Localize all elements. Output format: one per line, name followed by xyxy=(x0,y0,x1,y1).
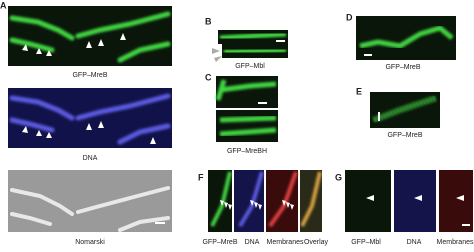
label: Membranes xyxy=(267,239,304,246)
cell xyxy=(219,115,277,137)
label: GFP–MreB xyxy=(72,72,107,79)
arrowheads xyxy=(212,48,222,62)
label: DNA xyxy=(407,239,422,246)
panel-f: GFP–MreB DNA Membranes Overlay F xyxy=(198,170,329,246)
micrograph-membranes xyxy=(439,170,473,232)
panel-letter: D xyxy=(346,12,353,22)
panel-b: GFP–Mbl B xyxy=(205,16,288,70)
panel-e: GFP–MreB E xyxy=(356,86,440,139)
arrowheads xyxy=(220,200,294,210)
panel-letter: C xyxy=(205,72,212,82)
label: Membranes xyxy=(437,239,474,246)
label: GFP–MreBH xyxy=(227,148,267,155)
label: GFP–MreB xyxy=(385,64,420,71)
panel-letter: A xyxy=(0,0,7,10)
cells xyxy=(9,93,171,145)
scale-bar xyxy=(258,102,267,104)
panel-g: GFP–Mbl DNA Membranes G xyxy=(335,170,474,246)
scale-bar xyxy=(462,224,470,226)
panel-a: GFP–MreB DNA Nomarski A xyxy=(0,0,172,246)
panel-c: GFP–MreBH C xyxy=(205,72,278,155)
cell xyxy=(359,25,454,49)
label: Nomarski xyxy=(75,239,105,246)
cell xyxy=(223,47,287,55)
panel-letter: G xyxy=(335,172,342,182)
label: GFP–MreB xyxy=(387,132,422,139)
label: GFP–MreB xyxy=(202,239,237,246)
cell xyxy=(215,79,277,101)
micrograph xyxy=(216,110,278,142)
micrograph xyxy=(216,76,278,108)
label: DNA xyxy=(83,155,98,162)
scale-bar xyxy=(276,40,285,42)
cell xyxy=(300,171,322,227)
panel-letter: B xyxy=(205,16,212,26)
scale-bar xyxy=(378,112,380,121)
micrograph xyxy=(356,16,456,60)
label: DNA xyxy=(245,239,260,246)
micrograph-dna xyxy=(394,170,436,232)
cells xyxy=(9,11,171,63)
micrograph-gfp xyxy=(8,6,172,66)
arrowheads xyxy=(22,33,126,56)
micrograph-dna xyxy=(8,88,172,148)
arrowheads xyxy=(22,121,156,144)
label: GFP–Mbl xyxy=(235,63,265,70)
cell xyxy=(219,31,287,41)
label: Overlay xyxy=(304,239,329,246)
scale-bar xyxy=(155,222,165,224)
panel-d: GFP–MreB D xyxy=(346,12,456,71)
cells xyxy=(10,186,170,232)
scale-bar xyxy=(364,54,372,56)
arrowheads xyxy=(366,195,464,201)
panel-letter: F xyxy=(198,172,204,182)
cell xyxy=(372,95,437,123)
label: GFP–Mbl xyxy=(351,239,381,246)
micrograph-gfp xyxy=(345,170,391,232)
panel-letter: E xyxy=(356,86,362,96)
